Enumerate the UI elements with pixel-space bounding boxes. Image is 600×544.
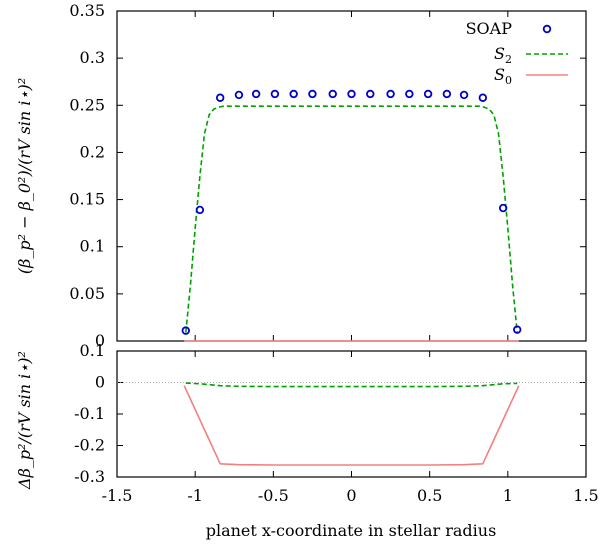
- top-point-soap: [215, 93, 225, 102]
- x-tick-label: 1: [503, 486, 513, 505]
- legend: SOAP S2 S0: [466, 19, 568, 87]
- top-y-tick-label: 0.1: [80, 237, 105, 256]
- legend-label-s2: S2: [494, 44, 512, 66]
- bottom-y-axis-label: Δβ_p²/(rV sin i⋆)²: [15, 351, 34, 490]
- top-point-soap: [270, 89, 280, 99]
- top-point-soap: [366, 89, 375, 99]
- legend-label-soap: SOAP: [466, 19, 513, 38]
- bottom-y-tick-label: -0.3: [74, 467, 105, 486]
- bottom-plot-frame: [116, 350, 587, 478]
- top-plot-frame: [116, 10, 587, 342]
- top-y-tick-label: 0.05: [69, 284, 105, 303]
- top-point-soap: [328, 89, 337, 99]
- top-point-soap: [513, 325, 522, 334]
- legend-label-s0: S0: [494, 65, 512, 87]
- top-point-soap: [234, 90, 244, 100]
- bottom-y-tick-label: 0.1: [80, 341, 105, 360]
- top-point-soap: [347, 89, 356, 99]
- top-point-soap: [442, 89, 452, 99]
- x-axis-label: planet x-coordinate in stellar radius: [206, 521, 497, 540]
- top-y-ticks: 0 0.05 0.1 0.15 0.2 0.25 0.3 0.35: [69, 1, 587, 350]
- x-tick-label: -1: [187, 486, 203, 505]
- top-point-soap: [498, 203, 508, 213]
- top-point-soap: [308, 89, 317, 99]
- bottom-y-tick-label: -0.1: [74, 404, 105, 423]
- x-tick-label: -0.5: [258, 486, 289, 505]
- top-y-tick-label: 0: [95, 331, 105, 350]
- top-point-soap: [251, 89, 261, 99]
- x-tick-label: 1.5: [573, 486, 598, 505]
- x-tick-label: -1.5: [102, 486, 133, 505]
- top-y-tick-label: 0.15: [69, 190, 105, 209]
- top-y-tick-label: 0.2: [80, 142, 105, 161]
- top-y-tick-label: 0.25: [69, 95, 105, 114]
- top-point-soap: [386, 89, 395, 99]
- bottom-axes-ticks: -0.3 -0.2 -0.1 0 0.1 -1.5 -1 -0.5 0 0.5 1 1.5: [74, 341, 599, 505]
- x-tick-label: 0.5: [417, 486, 442, 505]
- bottom-line-s2-soap: [185, 382, 518, 388]
- top-point-soap: [478, 93, 488, 102]
- top-series: [181, 89, 522, 342]
- bottom-y-tick-label: -0.2: [74, 436, 105, 455]
- top-point-soap: [459, 90, 469, 100]
- top-point-soap: [423, 89, 433, 99]
- x-tick-label: 0: [346, 486, 356, 505]
- bottom-series: [183, 382, 520, 466]
- top-y-tick-label: 0.3: [80, 48, 105, 67]
- top-point-soap: [181, 326, 190, 335]
- bottom-y-tick-label: 0: [95, 373, 105, 392]
- top-y-axis-label: (β_p² − β_0²)/(rV sin i⋆)²: [15, 78, 34, 274]
- top-point-soap: [289, 89, 298, 99]
- legend-marker-soap: [542, 24, 552, 34]
- top-point-soap: [195, 205, 205, 215]
- top-line-s2: [185, 105, 518, 333]
- bottom-line-s0-soap: [183, 385, 520, 466]
- top-point-soap: [405, 89, 414, 99]
- top-y-tick-label: 0.35: [69, 1, 105, 20]
